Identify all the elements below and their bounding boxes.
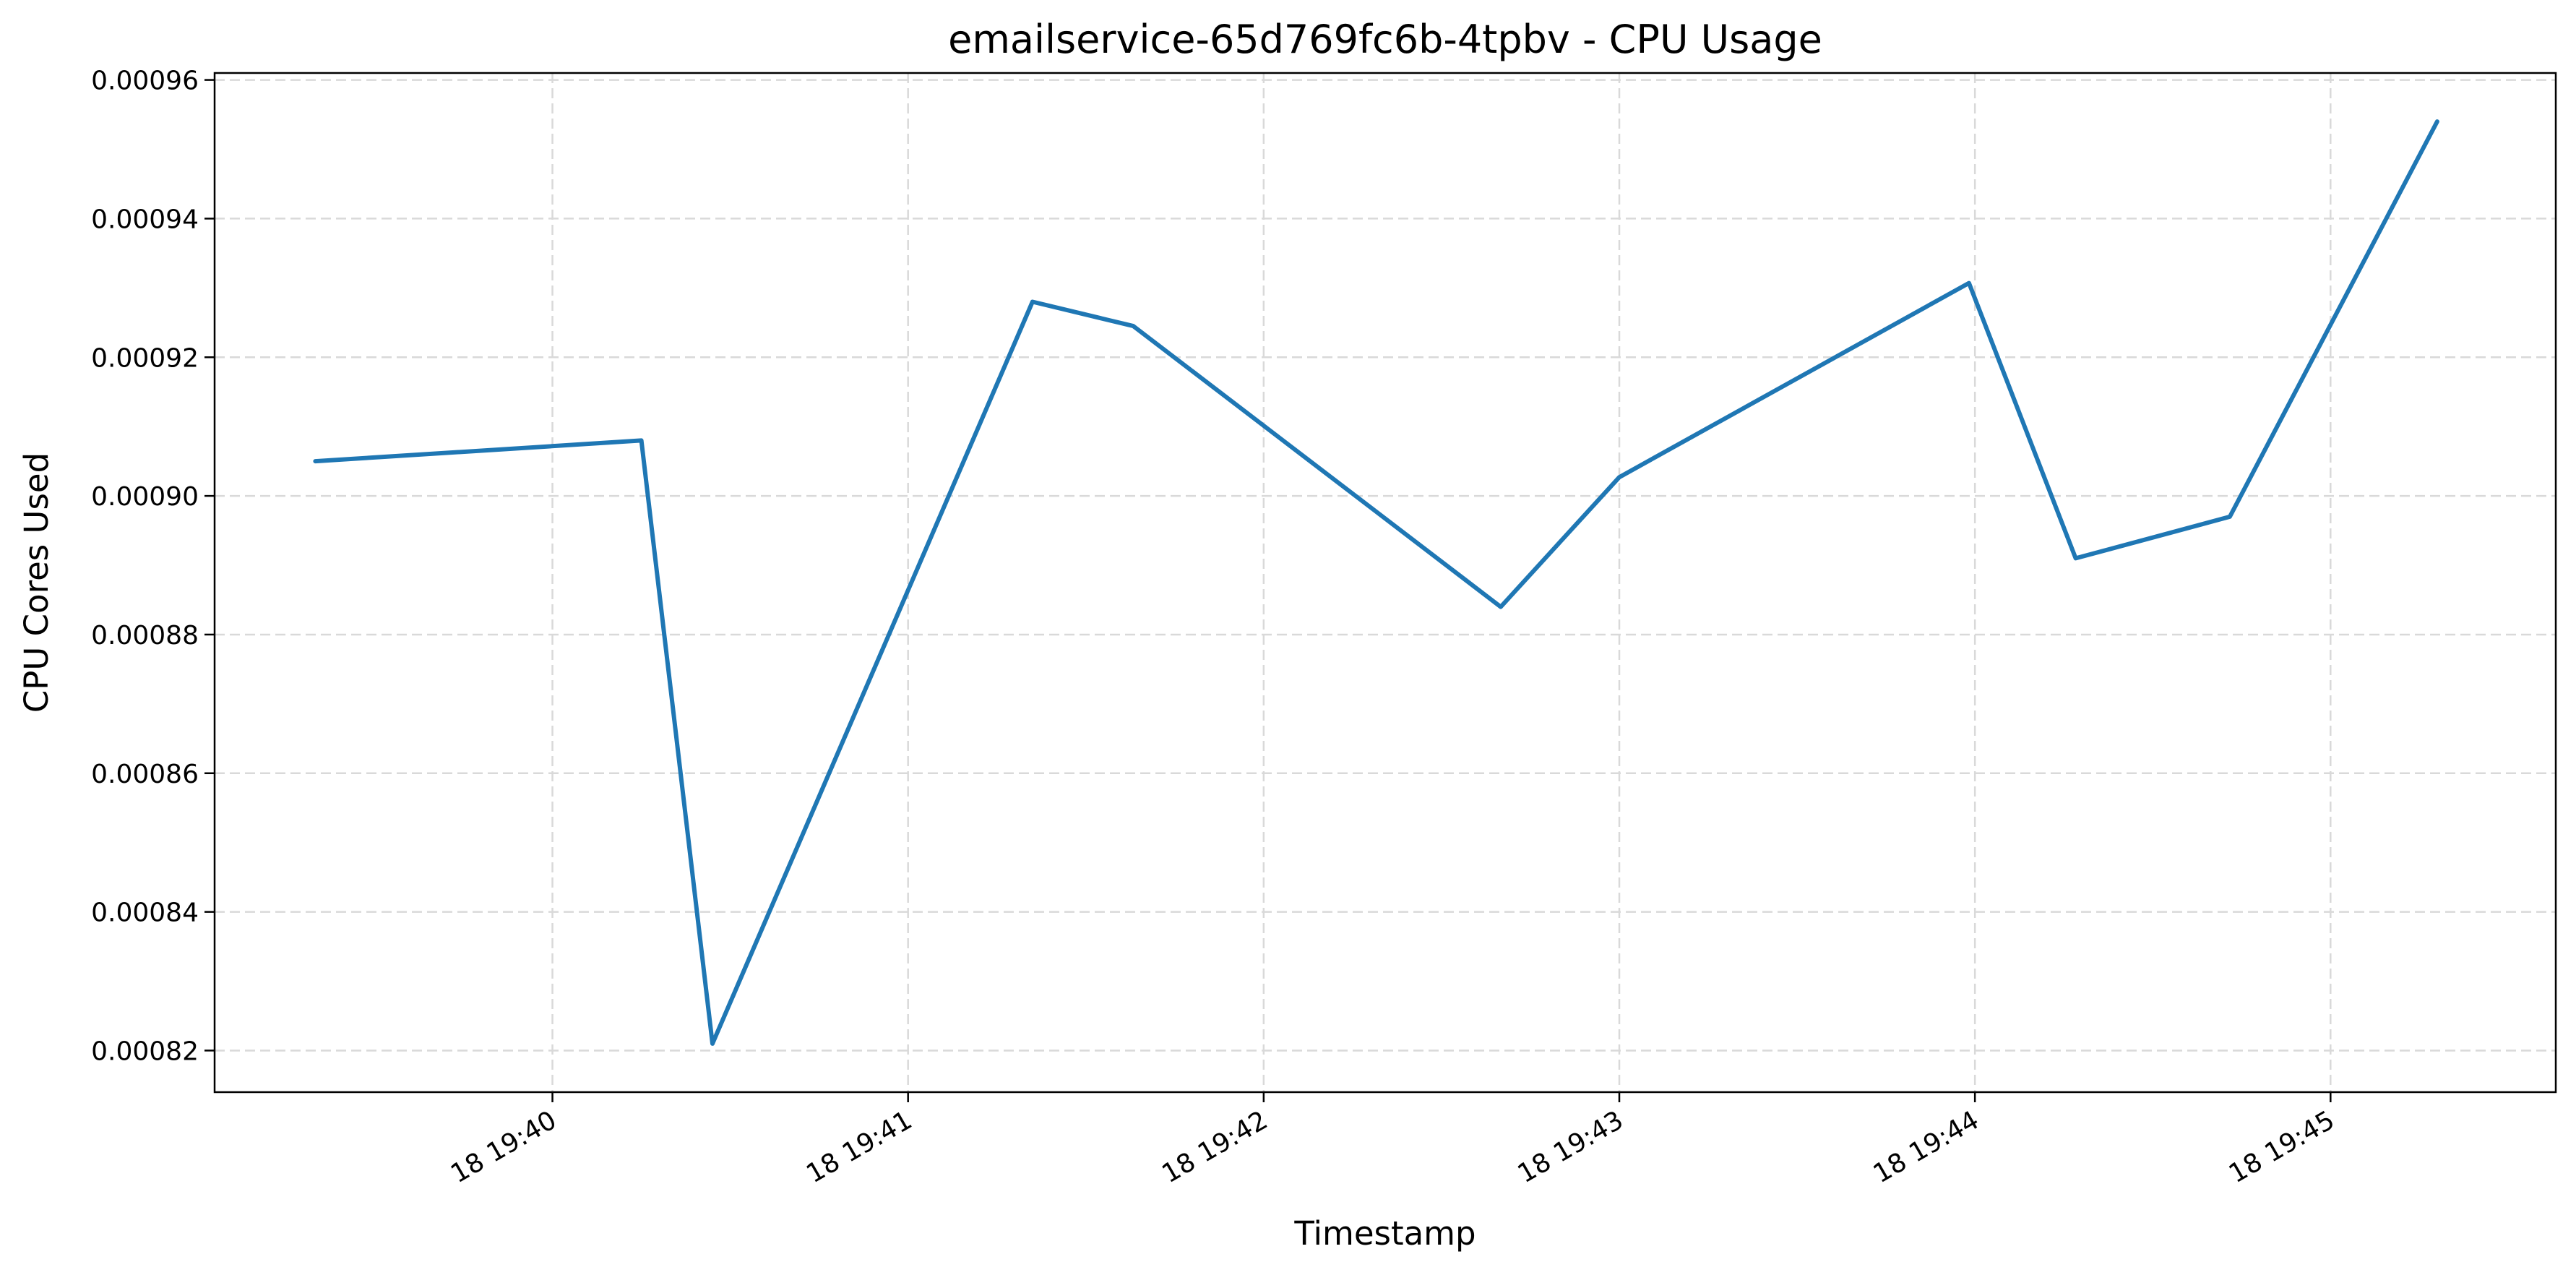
y-tick-label: 0.00086 (91, 760, 199, 789)
x-tick-label: 18 19:41 (801, 1105, 917, 1189)
x-axis-label: Timestamp (1293, 1214, 1476, 1253)
series-layer (313, 119, 2439, 1046)
y-tick-label: 0.00096 (91, 66, 199, 96)
y-tick-label: 0.00088 (91, 621, 199, 651)
y-axis-label: CPU Cores Used (17, 452, 56, 713)
series-line (313, 119, 2439, 1046)
x-tick-label: 18 19:44 (1869, 1105, 1984, 1189)
y-tick-label: 0.00094 (91, 205, 199, 234)
x-tick-label: 18 19:42 (1157, 1105, 1272, 1189)
y-axis-ticks: 0.00082 0.00084 0.00086 0.00088 0.00090 0.000… (91, 66, 215, 1066)
x-tick-label: 18 19:45 (2224, 1105, 2340, 1189)
plot-frame (213, 72, 2557, 1094)
x-axis-ticks: 18 19:40 18 19:41 18 19:42 18 19:43 18 19:44… (446, 1092, 2340, 1189)
x-tick-label: 18 19:40 (446, 1105, 561, 1189)
y-tick-label: 0.00084 (91, 898, 199, 928)
grid-lines (215, 73, 2556, 1092)
y-tick-label: 0.00082 (91, 1036, 199, 1066)
x-tick-label: 18 19:43 (1513, 1105, 1629, 1189)
y-tick-label: 0.00092 (91, 343, 199, 373)
y-tick-label: 0.00090 (91, 482, 199, 512)
chart-title: emailservice-65d769fc6b-4tpbv - CPU Usag… (948, 17, 1822, 62)
